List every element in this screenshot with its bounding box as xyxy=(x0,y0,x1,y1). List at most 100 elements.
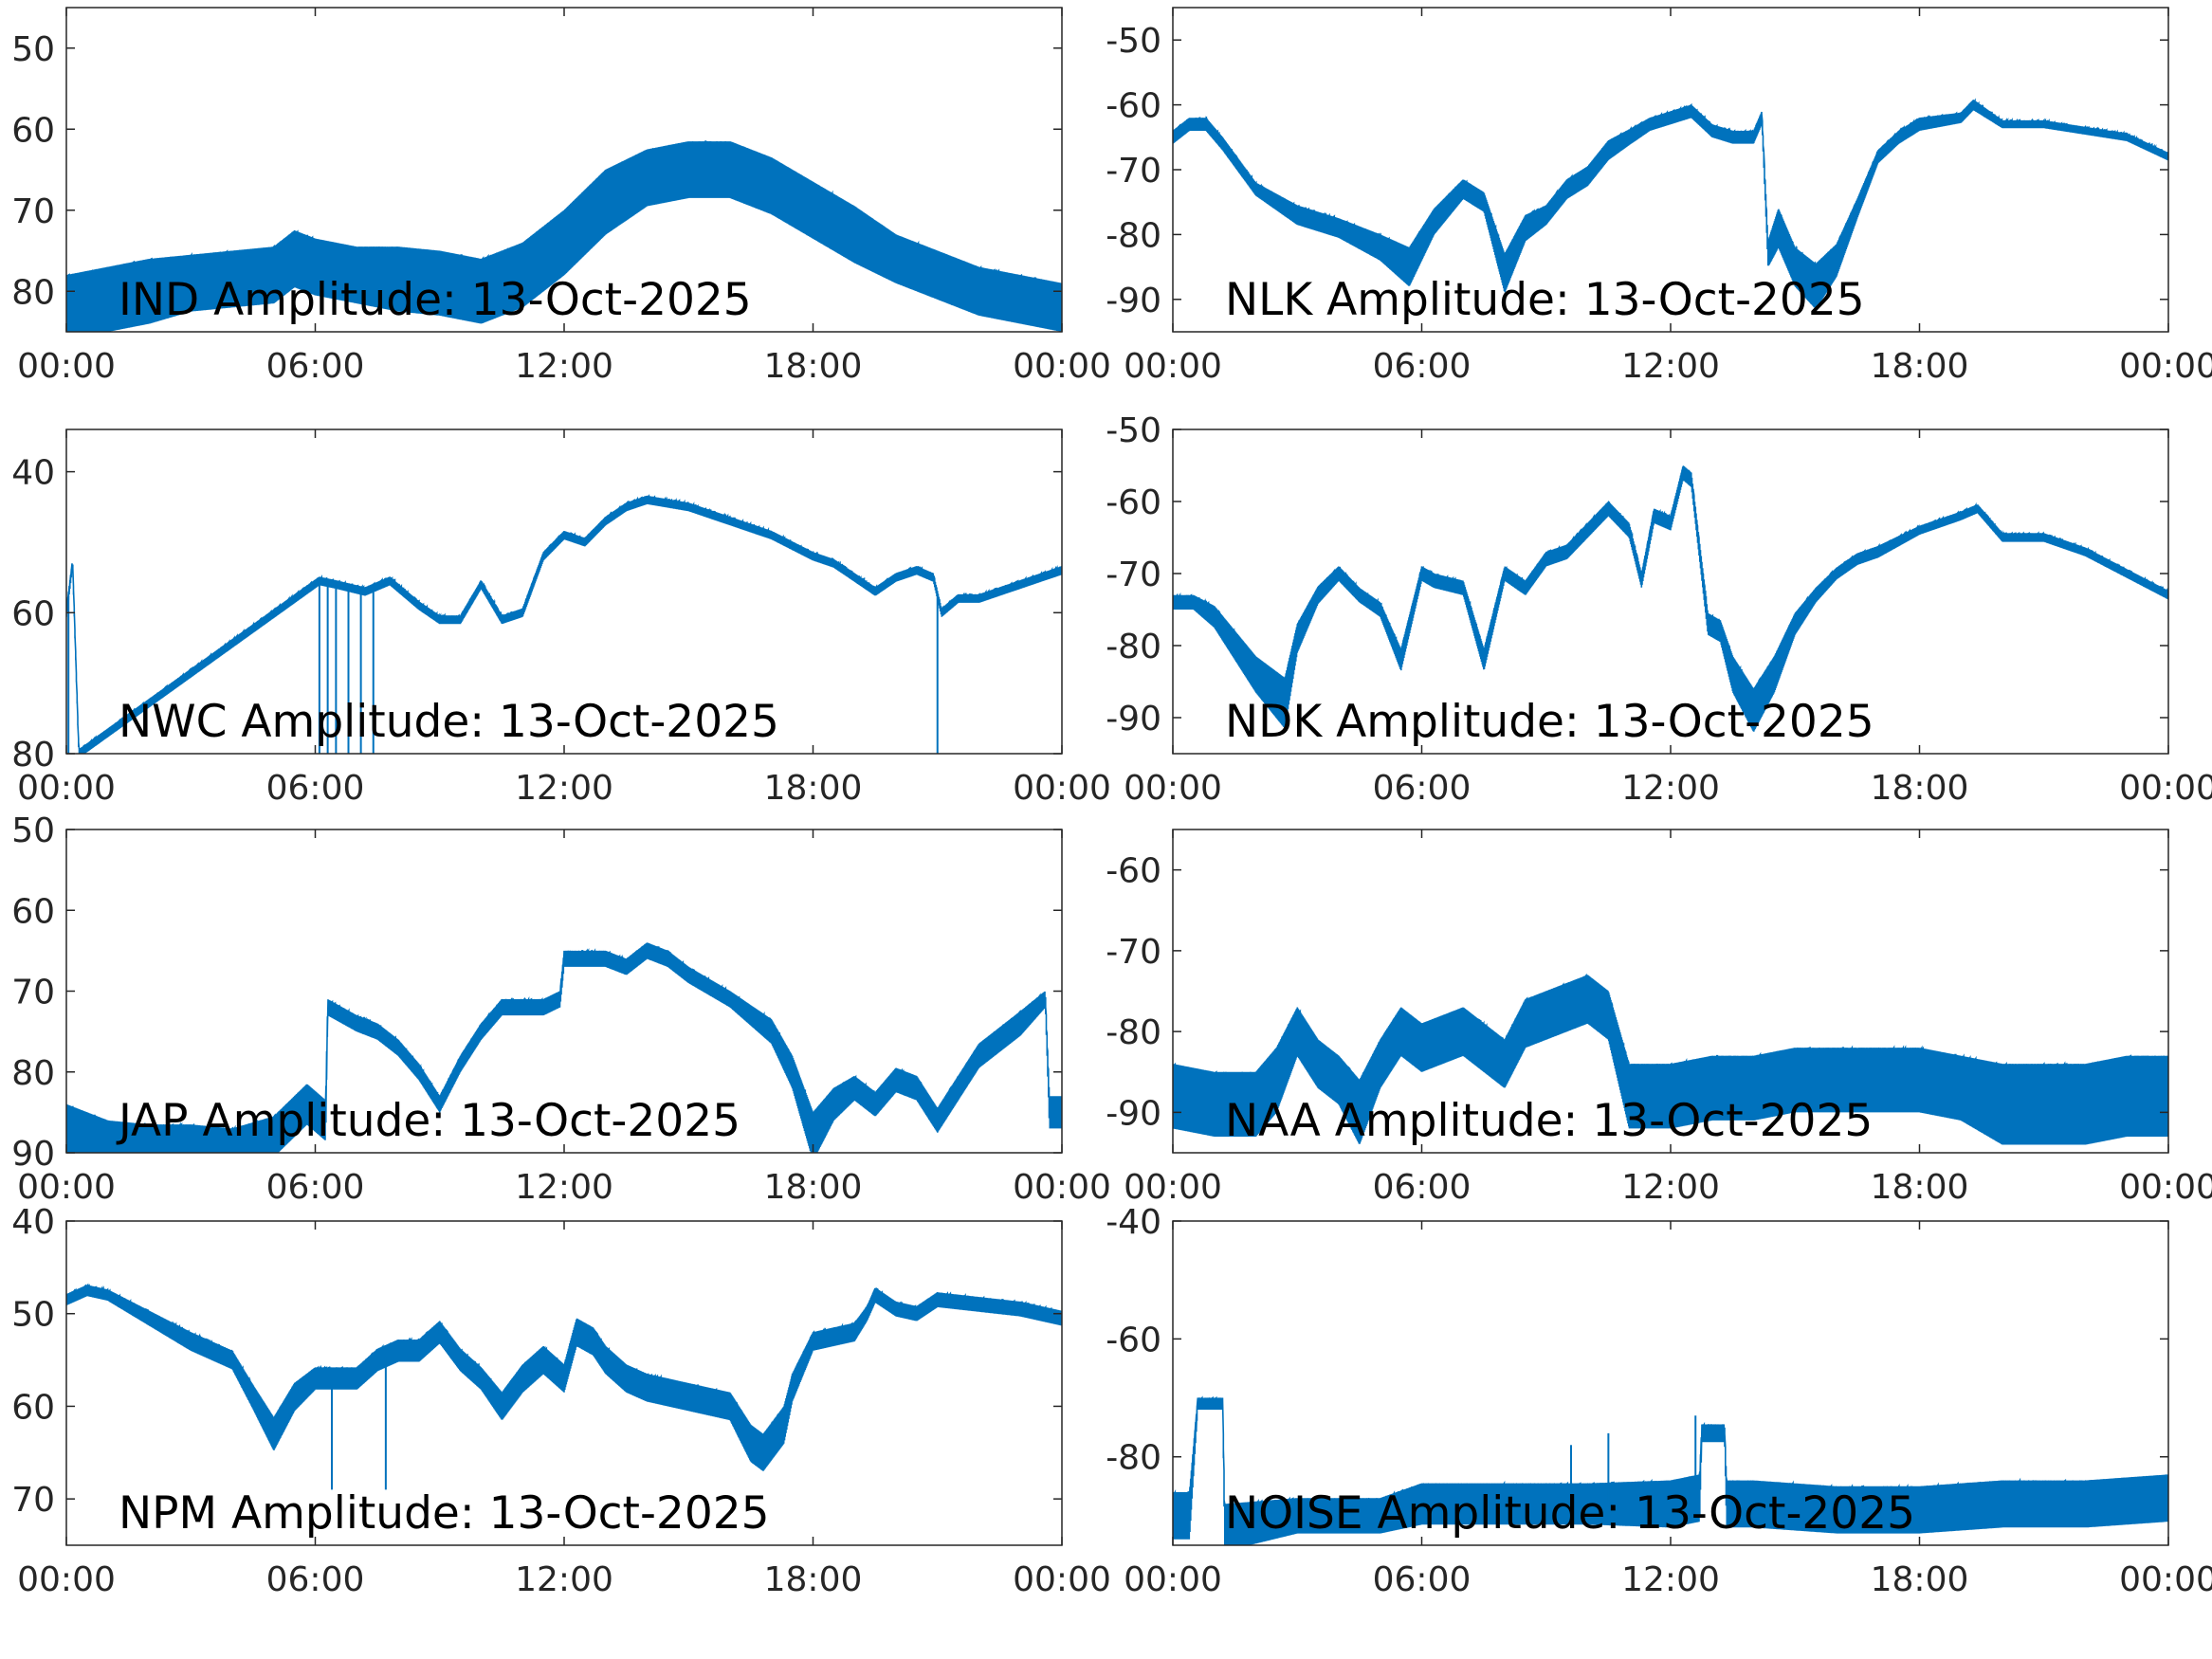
nwc-series-line xyxy=(66,494,1062,754)
ndk-xtick-label: 06:00 xyxy=(1373,769,1472,808)
ndk-panel-title: NDK Amplitude: 13-Oct-2025 xyxy=(1225,696,1874,748)
nlk-xtick-label: 00:00 xyxy=(2119,347,2212,386)
jap-plot-area xyxy=(66,942,1062,1153)
panel-nlk: -50 -60 -70 -80 -90 00:00 06:00 12:00 18:00 00:00… xyxy=(1106,7,2212,386)
nlk-ytick-label: -80 xyxy=(1106,216,1161,255)
ind-panel-title: IND Amplitude: 13-Oct-2025 xyxy=(119,274,752,326)
noise-xtick-label: 00:00 xyxy=(2119,1560,2212,1599)
ndk-xtick-label: 12:00 xyxy=(1621,769,1720,808)
npm-panel-title: NPM Amplitude: 13-Oct-2025 xyxy=(119,1487,770,1540)
jap-ytick-label: 60 xyxy=(11,892,55,931)
npm-series-line xyxy=(66,1283,1062,1471)
ind-ytick-label: 60 xyxy=(11,111,55,150)
naa-ytick-label: -60 xyxy=(1106,852,1161,891)
ndk-series-line xyxy=(1173,465,2168,732)
npm-ytick-label: 50 xyxy=(11,1296,55,1335)
panel-ndk: -50 -60 -70 -80 -90 00:00 06:00 12:00 18:00 00:00… xyxy=(1106,411,2212,808)
nlk-ytick-label: -70 xyxy=(1106,152,1161,191)
naa-xtick-label: 00:00 xyxy=(1124,1168,1222,1207)
noise-xtick-label: 18:00 xyxy=(1871,1560,1969,1599)
jap-xtick-label: 00:00 xyxy=(1013,1168,1111,1207)
noise-ytick-label: -60 xyxy=(1106,1321,1161,1359)
jap-ytick-label: 80 xyxy=(11,1054,55,1093)
ind-xtick-label: 00:00 xyxy=(1013,347,1111,386)
nwc-plot-area xyxy=(66,494,1062,754)
ndk-ytick-label: -80 xyxy=(1106,628,1161,666)
npm-xtick-label: 00:00 xyxy=(17,1560,116,1599)
naa-ytick-label: -90 xyxy=(1106,1094,1161,1133)
noise-plot-area xyxy=(1173,1395,2168,1545)
nwc-xtick-label: 12:00 xyxy=(515,769,613,808)
naa-xtick-label: 00:00 xyxy=(2119,1168,2212,1207)
ind-xtick-label: 00:00 xyxy=(17,347,116,386)
nwc-xtick-label: 18:00 xyxy=(764,769,863,808)
nwc-ytick-label: 80 xyxy=(11,736,55,775)
ind-ytick-label: 70 xyxy=(11,192,55,231)
ndk-ytick-label: -70 xyxy=(1106,556,1161,594)
ndk-ytick-label: -60 xyxy=(1106,483,1161,522)
jap-ytick-label: 70 xyxy=(11,974,55,1012)
noise-ytick-label: -80 xyxy=(1106,1439,1161,1478)
naa-xtick-label: 18:00 xyxy=(1871,1168,1969,1207)
nwc-ytick-label: 60 xyxy=(11,594,55,633)
ind-series-line xyxy=(66,140,1062,332)
nlk-series-line xyxy=(1173,98,2168,309)
ind-ytick-label: 50 xyxy=(11,30,55,69)
naa-ytick-label: -70 xyxy=(1106,933,1161,972)
ndk-xtick-label: 18:00 xyxy=(1871,769,1969,808)
noise-panel-title: NOISE Amplitude: 13-Oct-2025 xyxy=(1225,1487,1915,1540)
noise-ytick-label: -40 xyxy=(1106,1203,1161,1242)
noise-xtick-label: 00:00 xyxy=(1124,1560,1222,1599)
ndk-xtick-label: 00:00 xyxy=(2119,769,2212,808)
nlk-ytick-label: -90 xyxy=(1106,282,1161,320)
ind-xtick-label: 06:00 xyxy=(266,347,365,386)
nwc-ytick-label: 40 xyxy=(11,454,55,493)
noise-series-line xyxy=(1173,1395,2168,1545)
noise-xtick-label: 12:00 xyxy=(1621,1560,1720,1599)
nlk-panel-title: NLK Amplitude: 13-Oct-2025 xyxy=(1225,274,1865,326)
nlk-ytick-label: -50 xyxy=(1106,22,1161,61)
naa-xtick-label: 12:00 xyxy=(1621,1168,1720,1207)
nlk-xtick-label: 12:00 xyxy=(1621,347,1720,386)
ind-xtick-label: 12:00 xyxy=(515,347,613,386)
npm-plot-area xyxy=(66,1283,1062,1490)
npm-ytick-label: 40 xyxy=(11,1203,55,1242)
jap-ytick-label: 50 xyxy=(11,811,55,850)
nwc-xtick-label: 00:00 xyxy=(1013,769,1111,808)
npm-xtick-label: 06:00 xyxy=(266,1560,365,1599)
npm-xtick-label: 00:00 xyxy=(1013,1560,1111,1599)
nwc-panel-title: NWC Amplitude: 13-Oct-2025 xyxy=(119,696,779,748)
jap-xtick-label: 00:00 xyxy=(17,1168,116,1207)
npm-ytick-label: 60 xyxy=(11,1388,55,1427)
nlk-xtick-label: 18:00 xyxy=(1871,347,1969,386)
npm-xtick-label: 18:00 xyxy=(764,1560,863,1599)
jap-series-line xyxy=(66,942,1062,1153)
ndk-ytick-label: -90 xyxy=(1106,700,1161,738)
nlk-ytick-label: -60 xyxy=(1106,87,1161,126)
noise-xtick-label: 06:00 xyxy=(1373,1560,1472,1599)
nlk-plot-area xyxy=(1173,98,2168,309)
ind-xtick-label: 18:00 xyxy=(764,347,863,386)
ndk-ytick-label: -50 xyxy=(1106,411,1161,450)
npm-ytick-label: 70 xyxy=(11,1481,55,1520)
naa-ytick-label: -80 xyxy=(1106,1013,1161,1052)
npm-xtick-label: 12:00 xyxy=(515,1560,613,1599)
ndk-xtick-label: 00:00 xyxy=(1124,769,1222,808)
jap-xtick-label: 06:00 xyxy=(266,1168,365,1207)
ind-ytick-label: 80 xyxy=(11,273,55,312)
ind-plot-area xyxy=(66,140,1062,332)
jap-xtick-label: 12:00 xyxy=(515,1168,613,1207)
jap-panel-title: JAP Amplitude: 13-Oct-2025 xyxy=(116,1095,740,1147)
nlk-xtick-label: 06:00 xyxy=(1373,347,1472,386)
nlk-xtick-label: 00:00 xyxy=(1124,347,1222,386)
naa-xtick-label: 06:00 xyxy=(1373,1168,1472,1207)
nwc-xtick-label: 00:00 xyxy=(17,769,116,808)
